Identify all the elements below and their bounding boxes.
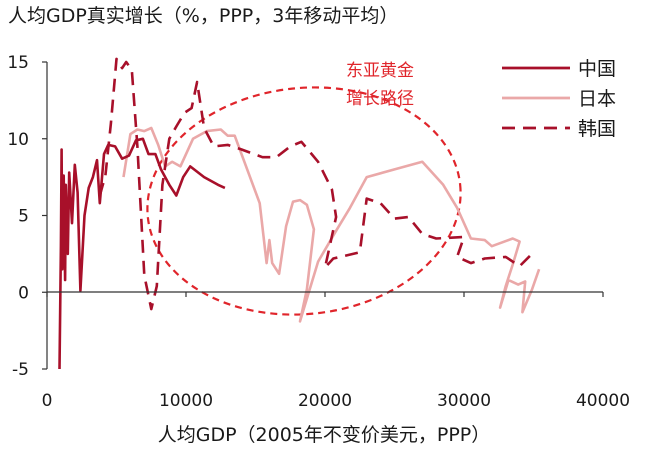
x-tick-label: 10000 bbox=[159, 391, 213, 411]
y-tick-label: 10 bbox=[7, 130, 29, 150]
y-tick-label: -5 bbox=[12, 360, 29, 380]
legend-label: 中国 bbox=[578, 58, 616, 80]
y-tick-label: 5 bbox=[18, 207, 29, 227]
legend-label: 韩国 bbox=[578, 118, 616, 140]
x-tick-label: 20000 bbox=[298, 391, 352, 411]
annotation: 东亚黄金 增长路径 bbox=[346, 61, 414, 109]
series-line-中国 bbox=[58, 137, 226, 370]
legend-label: 日本 bbox=[578, 88, 616, 110]
y-tick-label: 0 bbox=[18, 283, 29, 303]
annotation-line-2: 增长路径 bbox=[346, 89, 414, 109]
x-tick-label: 30000 bbox=[437, 391, 491, 411]
annotation-line-1: 东亚黄金 bbox=[346, 61, 414, 81]
chart-title: 人均GDP真实增长（%，PPP，3年移动平均） bbox=[8, 5, 398, 27]
series-line-韩国 bbox=[98, 57, 535, 311]
highlight-ellipse bbox=[146, 86, 462, 316]
y-tick-label: 15 bbox=[7, 53, 29, 73]
x-tick-label: 0 bbox=[42, 391, 53, 411]
x-tick-label: 40000 bbox=[576, 391, 630, 411]
x-axis-label: 人均GDP（2005年不变价美元，PPP） bbox=[158, 424, 491, 446]
series-line-日本 bbox=[122, 126, 541, 323]
